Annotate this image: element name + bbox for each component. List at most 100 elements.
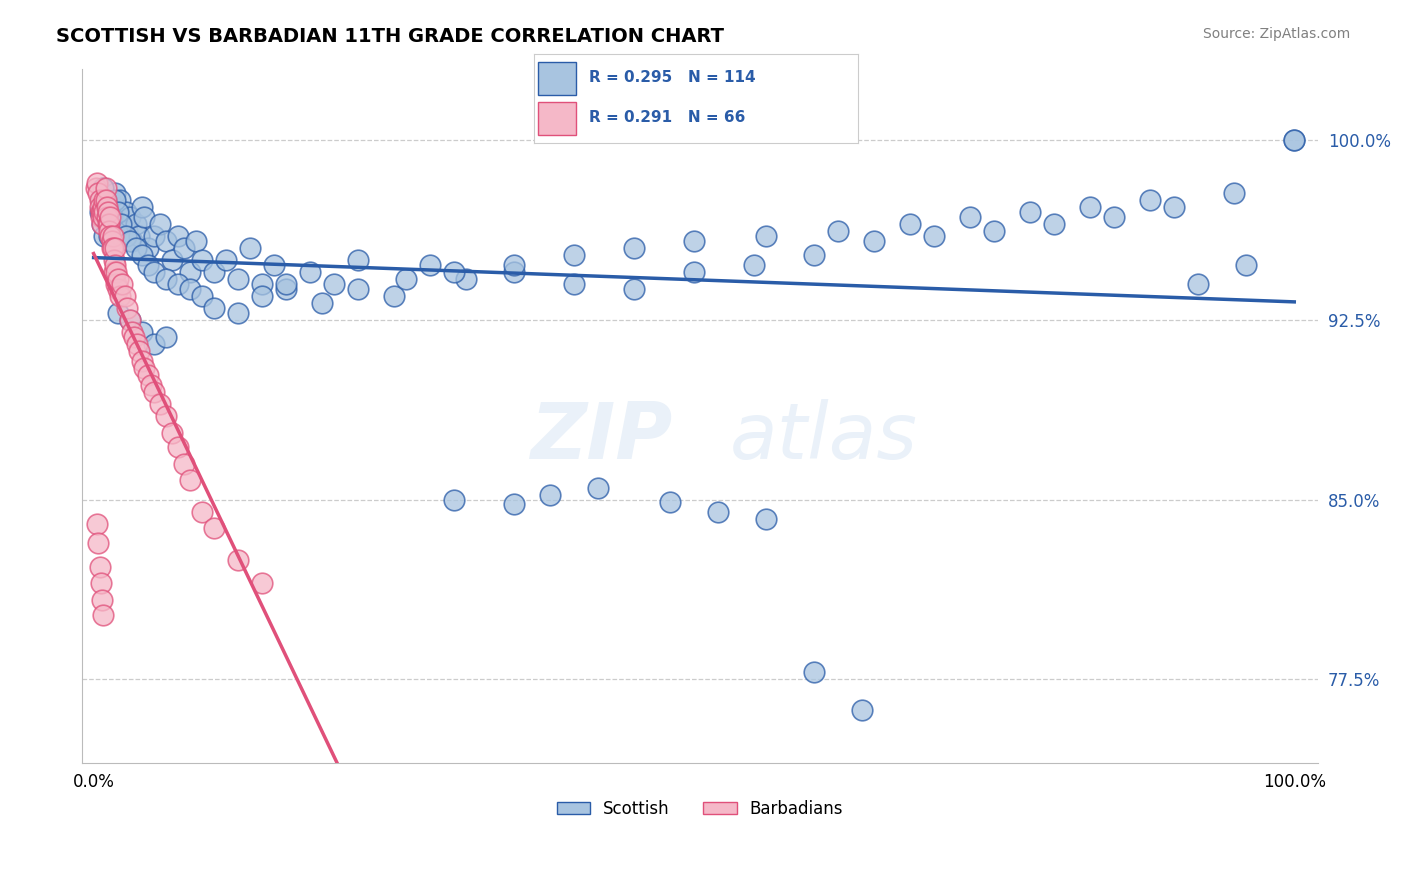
Point — [93, 229, 115, 244]
Point — [226, 552, 249, 566]
Point — [1043, 217, 1066, 231]
Point — [149, 217, 172, 231]
Point — [100, 194, 122, 208]
Point — [755, 229, 778, 244]
Point — [226, 272, 249, 286]
Point — [1234, 258, 1257, 272]
Point — [101, 210, 124, 224]
Point — [96, 201, 118, 215]
Point — [132, 210, 155, 224]
Point — [105, 265, 128, 279]
Point — [250, 576, 273, 591]
Point — [100, 205, 122, 219]
Point — [89, 205, 111, 219]
Point — [110, 229, 132, 244]
Point — [131, 248, 153, 262]
Text: ZIP: ZIP — [530, 399, 672, 475]
Point — [89, 559, 111, 574]
Point — [97, 201, 120, 215]
Point — [105, 277, 128, 291]
Point — [149, 397, 172, 411]
Point — [502, 498, 524, 512]
Point — [755, 512, 778, 526]
Legend: Scottish, Barbadians: Scottish, Barbadians — [550, 793, 851, 824]
Point — [87, 186, 110, 200]
Point — [131, 353, 153, 368]
Point — [111, 277, 134, 291]
Point — [1078, 201, 1101, 215]
Point — [863, 234, 886, 248]
Point — [202, 265, 225, 279]
Point — [84, 181, 107, 195]
Point — [107, 272, 129, 286]
Text: R = 0.291   N = 66: R = 0.291 N = 66 — [589, 111, 745, 125]
Point — [142, 229, 165, 244]
Point — [107, 205, 129, 219]
Point — [98, 224, 121, 238]
Point — [1019, 205, 1042, 219]
Point — [983, 224, 1005, 238]
Point — [179, 265, 201, 279]
Point — [96, 210, 118, 224]
Point — [443, 492, 465, 507]
Point — [114, 289, 136, 303]
Point — [89, 194, 111, 208]
Point — [91, 201, 114, 215]
Point — [115, 301, 138, 315]
Point — [98, 229, 121, 244]
Point — [91, 217, 114, 231]
Point — [538, 488, 561, 502]
Point — [502, 258, 524, 272]
Point — [100, 229, 122, 244]
Point — [142, 337, 165, 351]
Point — [112, 217, 135, 231]
Point — [623, 241, 645, 255]
Point — [118, 313, 141, 327]
Point — [124, 217, 146, 231]
Point — [173, 241, 195, 255]
Point — [166, 440, 188, 454]
Point — [166, 277, 188, 291]
Point — [179, 282, 201, 296]
Point — [91, 205, 114, 219]
Point — [100, 210, 122, 224]
Point — [110, 217, 132, 231]
Point — [93, 194, 115, 208]
Point — [118, 234, 141, 248]
Text: Source: ZipAtlas.com: Source: ZipAtlas.com — [1202, 27, 1350, 41]
Point — [115, 229, 138, 244]
Point — [443, 265, 465, 279]
Point — [179, 474, 201, 488]
Point — [454, 272, 477, 286]
Point — [586, 481, 609, 495]
Point — [1102, 210, 1125, 224]
Point — [103, 201, 125, 215]
Point — [1284, 133, 1306, 147]
Point — [419, 258, 441, 272]
Point — [346, 253, 368, 268]
Point — [90, 576, 112, 591]
Point — [155, 330, 177, 344]
Point — [94, 181, 117, 195]
FancyBboxPatch shape — [537, 62, 576, 95]
Point — [1187, 277, 1209, 291]
Point — [91, 181, 114, 195]
Point — [90, 205, 112, 219]
Point — [87, 535, 110, 549]
Text: atlas: atlas — [730, 399, 918, 475]
Point — [100, 241, 122, 255]
Point — [136, 258, 159, 272]
Point — [202, 301, 225, 315]
Point — [104, 194, 127, 208]
Point — [94, 194, 117, 208]
Point — [104, 258, 127, 272]
Point — [103, 253, 125, 268]
Point — [1163, 201, 1185, 215]
Point — [502, 265, 524, 279]
Point — [86, 516, 108, 531]
Point — [101, 241, 124, 255]
Point — [1223, 186, 1246, 200]
Point — [141, 377, 163, 392]
Point — [100, 210, 122, 224]
Point — [250, 289, 273, 303]
